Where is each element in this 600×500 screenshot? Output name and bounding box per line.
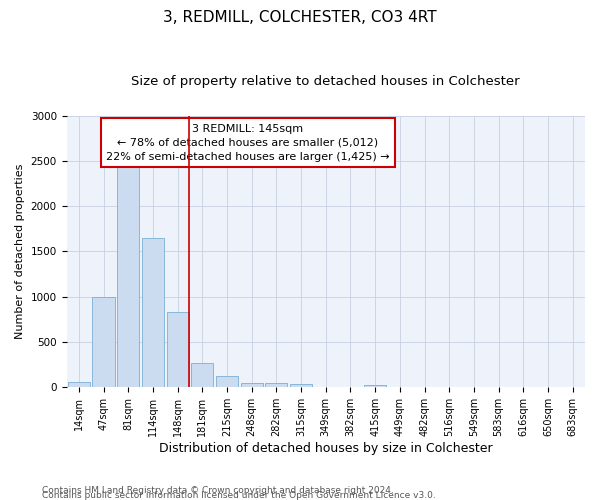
Text: Contains HM Land Registry data © Crown copyright and database right 2024.: Contains HM Land Registry data © Crown c… (42, 486, 394, 495)
Bar (167, 312, 189, 388)
Y-axis label: Number of detached properties: Number of detached properties (15, 164, 25, 339)
Bar (68, 382, 90, 388)
Bar (265, 384, 287, 388)
Bar (364, 384, 386, 388)
Text: 3 REDMILL: 145sqm
← 78% of detached houses are smaller (5,012)
22% of semi-detac: 3 REDMILL: 145sqm ← 78% of detached hous… (106, 124, 390, 162)
X-axis label: Distribution of detached houses by size in Colchester: Distribution of detached houses by size … (159, 442, 493, 455)
Text: Contains public sector information licensed under the Open Government Licence v3: Contains public sector information licen… (42, 490, 436, 500)
Bar (191, 363, 214, 388)
Bar (92, 296, 115, 388)
Bar (241, 383, 263, 388)
Text: 3, REDMILL, COLCHESTER, CO3 4RT: 3, REDMILL, COLCHESTER, CO3 4RT (163, 10, 437, 25)
Bar (117, 166, 139, 388)
Bar (216, 376, 238, 388)
Title: Size of property relative to detached houses in Colchester: Size of property relative to detached ho… (131, 75, 520, 88)
Bar (290, 384, 312, 388)
Bar (142, 238, 164, 388)
